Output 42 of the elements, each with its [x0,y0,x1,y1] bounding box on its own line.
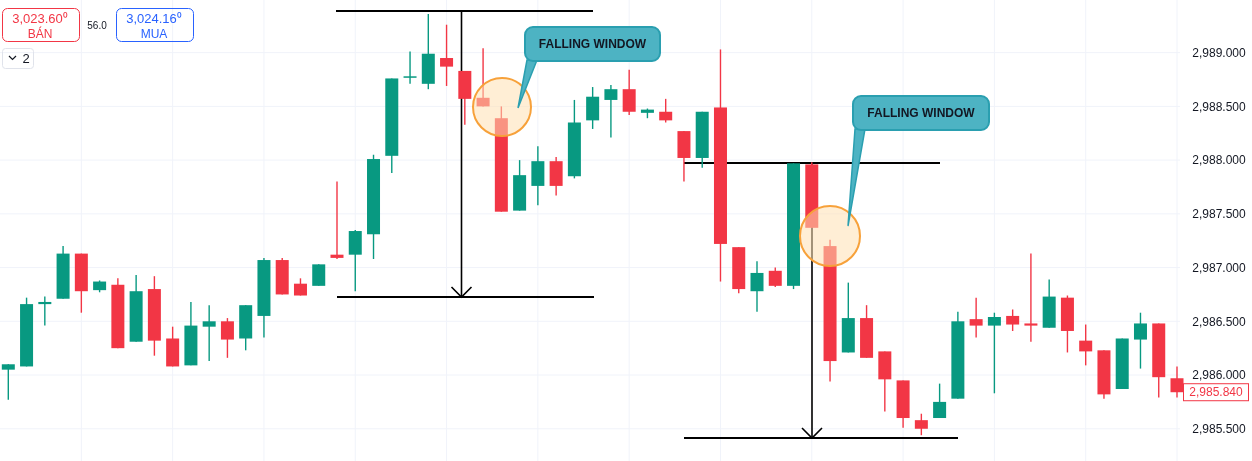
candlestick [622,69,636,116]
y-tick-label: 2,988.500 [1192,99,1247,114]
candlestick [312,263,326,287]
candlestick [38,295,52,327]
y-tick-label: 2,988.000 [1192,153,1247,168]
y-tick-label: 2,987.000 [1192,260,1247,275]
text: 2,985.840 [1189,385,1244,400]
candlestick [220,317,234,359]
annotation: 56.0 [87,20,108,31]
candlestick [440,24,454,87]
candlestick [914,413,928,436]
candlestick [348,229,362,292]
annotation: 3,023.60⁰ [12,11,68,26]
candlestick [659,98,673,124]
candlestick [933,382,947,419]
candlestick [1079,323,1093,367]
candlestick [1170,365,1184,399]
y-tick-label: 2,986.500 [1192,314,1247,329]
candlestick [586,86,600,130]
y-tick-label: 2,987.500 [1192,207,1247,222]
candlestick [768,266,782,288]
annotation: MUA [140,27,168,41]
candlestick [202,304,216,362]
y-tick-label: 2,989.000 [1192,45,1247,60]
candlestick [330,180,344,260]
candlestick [750,260,764,313]
candlestick [604,84,618,139]
candlestick [403,50,417,85]
y-tick-label: 2,985.500 [1192,421,1247,436]
annotation: FALLING WINDOW [538,37,647,52]
annotation: FALLING WINDOW [867,106,976,121]
candlestick [1006,308,1020,332]
candlestick [1,363,15,401]
candlestick [476,47,490,108]
y-tick-label: 2,986.000 [1192,368,1247,383]
candlestick [969,296,983,339]
candlestick [1133,312,1147,370]
annotation: BÁN [27,26,53,41]
annotation: 2 [22,51,30,66]
candlestick [1024,252,1038,343]
candlestick [987,312,1001,394]
annotation: 3,024.16⁰ [126,11,182,26]
